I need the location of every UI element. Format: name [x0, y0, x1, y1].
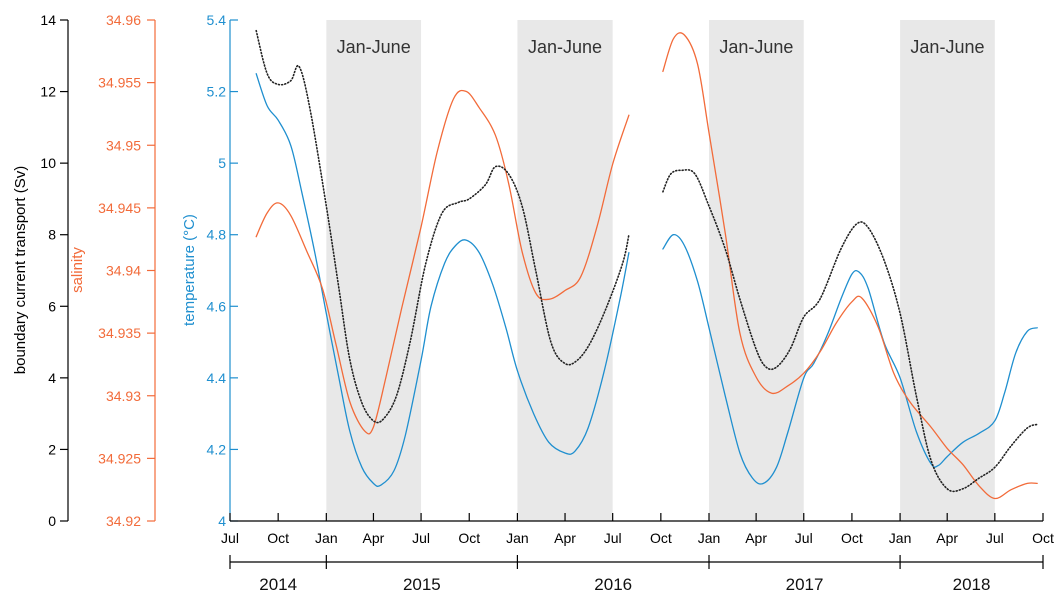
shaded-period [900, 20, 995, 521]
shaded-period-label: Jan-June [337, 37, 411, 57]
x-axis-tick-label: Oct [267, 530, 289, 546]
transport-axis-tick-label: 0 [48, 513, 56, 529]
year-label: 2014 [259, 575, 297, 594]
x-axis-tick-label: Oct [650, 530, 672, 546]
temperature-axis-tick-label: 5.2 [207, 84, 227, 100]
temperature-series-line [255, 73, 630, 487]
year-label: 2016 [594, 575, 632, 594]
year-label: 2018 [953, 575, 991, 594]
salinity-axis-tick-label: 34.945 [98, 200, 141, 216]
shaded-period [517, 20, 613, 521]
transport-axis-tick-label: 6 [48, 298, 56, 314]
salinity-axis-title: salinity [69, 247, 86, 293]
temperature-axis-tick-label: 4.4 [207, 370, 227, 386]
temperature-axis-tick-label: 4 [218, 513, 226, 529]
salinity-axis-tick-label: 34.955 [98, 75, 141, 91]
x-axis-tick-label: Jan [315, 530, 338, 546]
transport-axis-title: boundary current transport (Sv) [12, 166, 29, 374]
x-axis-tick-label: Oct [1032, 530, 1054, 546]
x-axis-tick-label: Apr [936, 530, 958, 546]
transport-axis-tick-label: 4 [48, 370, 56, 386]
x-axis-tick-label: Jul [604, 530, 622, 546]
x-axis-tick-label: Apr [745, 530, 767, 546]
transport-series-line [662, 169, 1038, 493]
shaded-period-label: Jan-June [910, 37, 984, 57]
temperature-series-line [662, 234, 1038, 485]
x-axis-tick-label: Oct [841, 530, 863, 546]
salinity-axis-tick-label: 34.95 [106, 137, 141, 153]
x-axis-tick-label: Oct [458, 530, 480, 546]
transport-axis-tick-label: 2 [48, 441, 56, 457]
time-axis: Jul Oct Jan Apr Jul Oct Jan Apr Jul Oct Jan Apr Jul O… [221, 513, 1054, 594]
salinity-series-line [662, 32, 1038, 500]
shaded-period-label: Jan-June [719, 37, 793, 57]
temperature-axis-tick-label: 4.6 [207, 298, 227, 314]
shaded-period [709, 20, 804, 521]
salinity-axis-tick-label: 34.925 [98, 450, 141, 466]
x-axis-tick-label: Jul [795, 530, 813, 546]
salinity-axis-tick-label: 34.96 [106, 12, 141, 28]
shaded-period [326, 20, 422, 521]
temperature-axis-title: temperature (°C) [181, 214, 198, 326]
x-axis-tick-label: Apr [363, 530, 385, 546]
salinity-axis-tick-label: 34.935 [98, 325, 141, 341]
temperature-axis: 4 4.2 4.4 4.6 4.8 5 5.2 5.4 [207, 12, 238, 529]
transport-axis-tick-label: 10 [40, 155, 56, 171]
transport-series-line [255, 29, 630, 424]
shaded-periods: Jan-June Jan-June Jan-June Jan-June [326, 20, 995, 521]
transport-axis: 0 2 4 6 8 10 12 14 [40, 12, 69, 529]
shaded-period-label: Jan-June [528, 37, 602, 57]
x-axis-tick-label: Apr [554, 530, 576, 546]
transport-axis-tick-label: 14 [40, 12, 56, 28]
year-label: 2017 [786, 575, 824, 594]
temperature-axis-tick-label: 5 [218, 155, 226, 171]
x-axis-tick-label: Jan [698, 530, 721, 546]
transport-axis-tick-label: 8 [48, 227, 56, 243]
x-axis-tick-label: Jan [889, 530, 912, 546]
x-axis-tick-label: Jul [986, 530, 1004, 546]
salinity-axis-tick-label: 34.92 [106, 513, 141, 529]
temperature-axis-tick-label: 4.8 [207, 227, 227, 243]
series-lines [255, 29, 1038, 500]
salinity-axis: 34.92 34.925 34.93 34.935 34.94 34.945 34.95 34… [98, 12, 156, 529]
salinity-axis-tick-label: 34.94 [106, 263, 141, 279]
x-axis-tick-label: Jan [506, 530, 529, 546]
temperature-axis-tick-label: 4.2 [207, 441, 227, 457]
salinity-series-line [255, 89, 630, 435]
x-axis-tick-label: Jul [412, 530, 430, 546]
year-label: 2015 [403, 575, 441, 594]
salinity-axis-tick-label: 34.93 [106, 388, 141, 404]
temperature-axis-tick-label: 5.4 [207, 12, 227, 28]
transport-axis-tick-label: 12 [40, 84, 56, 100]
x-axis-tick-label: Jul [221, 530, 239, 546]
